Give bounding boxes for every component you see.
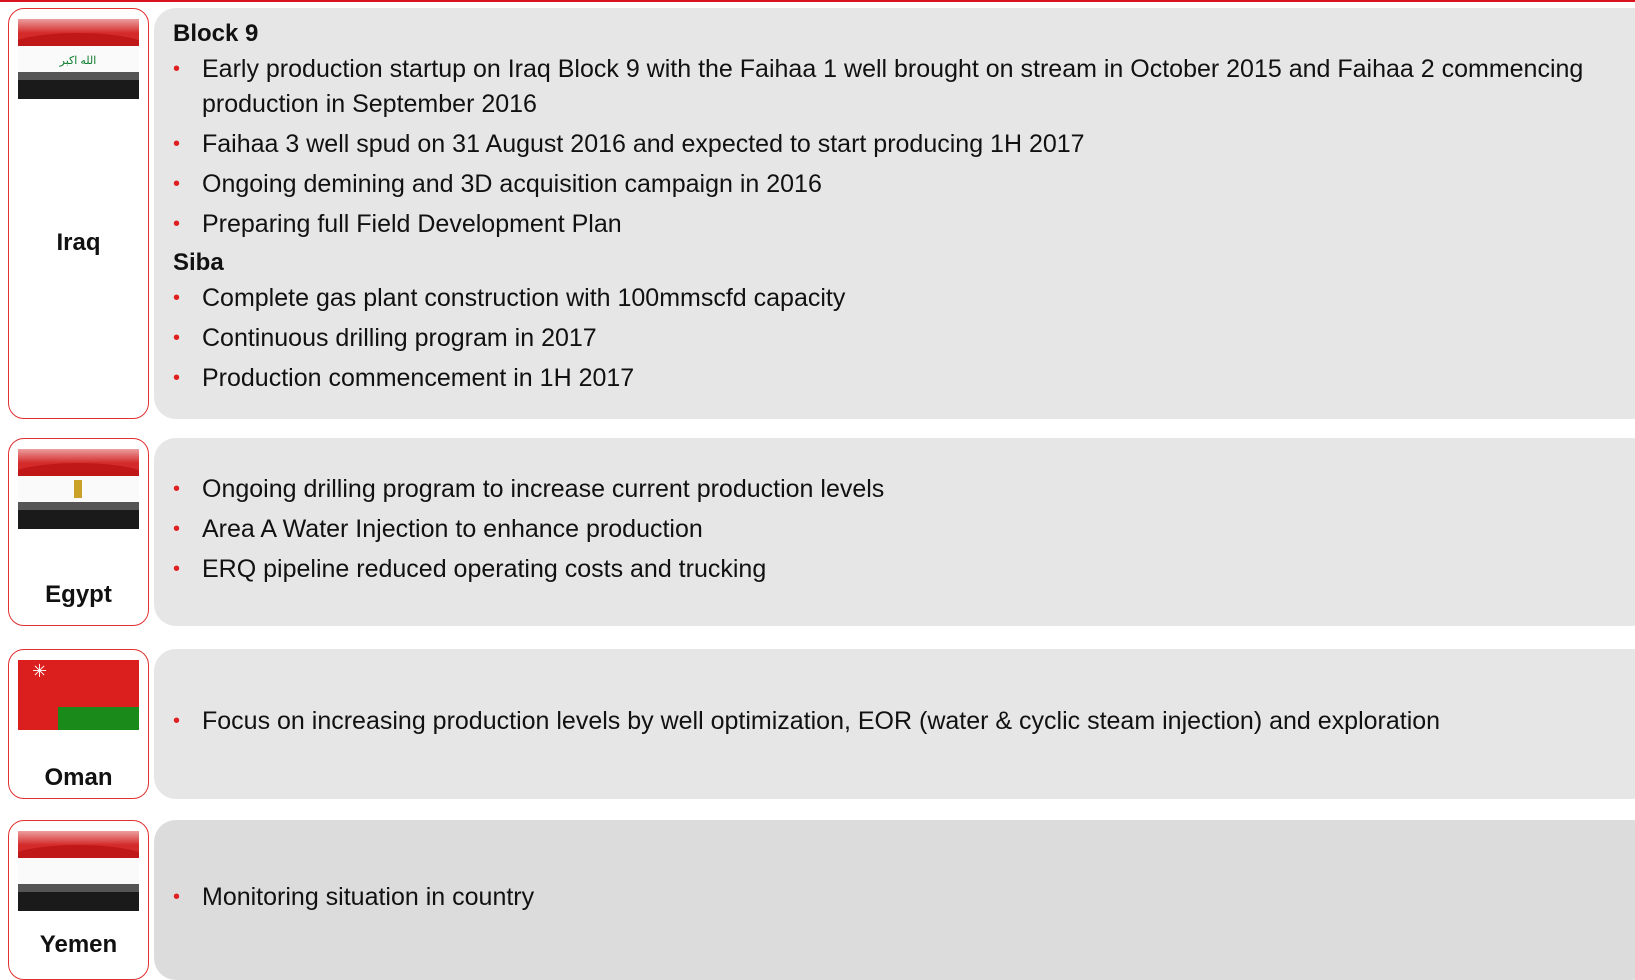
- bullet-text: Ongoing demining and 3D acquisition camp…: [202, 170, 822, 198]
- bullet-item: • Area A Water Injection to enhance produ…: [173, 512, 1631, 547]
- country-name: Yemen: [39, 931, 118, 958]
- bullet-text: Area A Water Injection to enhance produc…: [202, 515, 703, 543]
- bullet-text: Faihaa 3 well spud on 31 August 2016 and…: [202, 130, 1085, 158]
- bullet-text: Ongoing drilling program to increase cur…: [202, 475, 885, 503]
- country-card: Egypt: [8, 438, 149, 626]
- bullet-item: • Monitoring situation in country: [173, 880, 1631, 915]
- bullet-item: • Preparing full Field Development Plan: [173, 207, 1631, 242]
- bullet-text: Continuous drilling program in 2017: [202, 324, 597, 352]
- bullet-text: Early production startup on Iraq Block 9…: [202, 55, 1584, 118]
- country-name: Iraq: [56, 229, 101, 256]
- bullet-dot: •: [173, 478, 181, 500]
- country-name: Egypt: [45, 581, 112, 608]
- country-panel: • Focus on increasing production levels b…: [154, 649, 1635, 799]
- bullet-item: • Continuous drilling program in 2017: [173, 321, 1631, 356]
- country-card: الله اكبر Iraq: [8, 8, 149, 419]
- flag: الله اكبر: [18, 19, 139, 99]
- bullet-dot: •: [173, 518, 181, 540]
- country-name: Oman: [44, 764, 113, 791]
- section-heading: Block 9: [173, 20, 259, 47]
- country-panel: • Monitoring situation in country: [154, 820, 1635, 980]
- bullet-text: Focus on increasing production levels by…: [202, 707, 1441, 735]
- bullet-item: • Faihaa 3 well spud on 31 August 2016 an…: [173, 127, 1631, 162]
- svg-text:الله اكبر: الله اكبر: [59, 55, 97, 67]
- bullet-item: • Focus on increasing production levels b…: [173, 704, 1631, 739]
- bullet-text: Production commencement in 1H 2017: [202, 364, 635, 392]
- bullet-dot: •: [173, 886, 181, 908]
- top-rule: [0, 0, 1635, 2]
- section-heading: Siba: [173, 249, 224, 276]
- country-panel: Block 9 • Early production startup on Iraq…: [154, 8, 1635, 419]
- flag: [18, 449, 139, 529]
- country-card: Yemen: [8, 820, 149, 980]
- bullet-text: ERQ pipeline reduced operating costs and…: [202, 555, 767, 583]
- bullet-dot: •: [173, 58, 181, 80]
- bullet-item: • Early production startup on Iraq Block …: [173, 52, 1631, 122]
- bullet-dot: •: [173, 367, 181, 389]
- bullet-dot: •: [173, 710, 181, 732]
- svg-text:✳: ✳: [32, 661, 47, 681]
- flag: ✳: [18, 660, 139, 730]
- bullet-dot: •: [173, 213, 181, 235]
- bullet-item: • Complete gas plant construction with 10…: [173, 281, 1631, 316]
- bullet-dot: •: [173, 133, 181, 155]
- country-card: ✳ Oman: [8, 649, 149, 799]
- bullet-item: • Ongoing demining and 3D acquisition cam…: [173, 167, 1631, 202]
- bullet-dot: •: [173, 558, 181, 580]
- bullet-dot: •: [173, 173, 181, 195]
- bullet-text: Monitoring situation in country: [202, 883, 535, 911]
- bullet-item: • Ongoing drilling program to increase cu…: [173, 472, 1631, 507]
- country-panel: • Ongoing drilling program to increase cu…: [154, 438, 1635, 626]
- bullet-item: • Production commencement in 1H 2017: [173, 361, 1631, 396]
- bullet-text: Complete gas plant construction with 100…: [202, 284, 846, 312]
- bullet-dot: •: [173, 287, 181, 309]
- bullet-text: Preparing full Field Development Plan: [202, 210, 622, 238]
- bullet-dot: •: [173, 327, 181, 349]
- flag: [18, 831, 139, 911]
- bullet-item: • ERQ pipeline reduced operating costs an…: [173, 552, 1631, 587]
